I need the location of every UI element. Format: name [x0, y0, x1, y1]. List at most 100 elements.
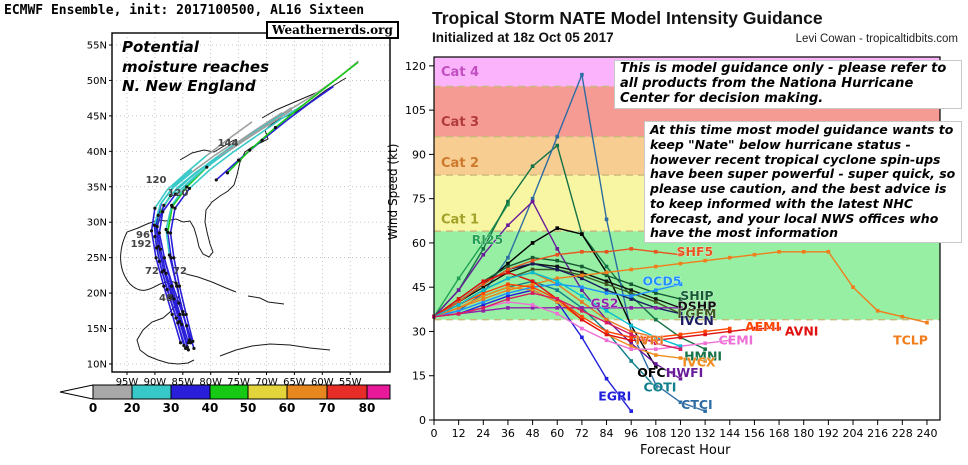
chart-credit: Levi Cowan - tropicaltidbits.com [795, 33, 958, 45]
svg-text:IVCX: IVCX [682, 354, 715, 369]
svg-text:60: 60 [550, 427, 564, 440]
svg-text:228: 228 [892, 427, 913, 440]
watermark-badge: Weathernerds.org [266, 21, 399, 39]
svg-text:60: 60 [279, 401, 296, 415]
svg-text:120: 120 [670, 427, 691, 440]
model-series [432, 72, 929, 413]
svg-text:72: 72 [145, 266, 159, 277]
svg-text:90: 90 [412, 148, 426, 161]
chart-axis-ticks: 0 15 30 45 60 75 90 105 120 0 12 24 36 48 60 72 84 96 108 1… [405, 60, 937, 440]
svg-text:DSHP: DSHP [677, 298, 716, 313]
guidance-notice: This is model guidance only - please ref… [614, 60, 962, 109]
svg-text:50N: 50N [87, 76, 107, 87]
chart-title: Tropical Storm NATE Model Intensity Guid… [432, 8, 823, 28]
svg-text:90W: 90W [144, 377, 167, 388]
svg-text:OCD5: OCD5 [643, 273, 682, 288]
map-colorbar: 0 20 30 40 50 60 70 80 [59, 384, 391, 415]
svg-text:70: 70 [319, 401, 336, 415]
svg-text:108: 108 [645, 427, 666, 440]
svg-text:55N: 55N [87, 41, 107, 52]
svg-text:35N: 35N [87, 182, 107, 193]
svg-text:45: 45 [412, 281, 426, 294]
svg-text:0: 0 [419, 414, 426, 427]
svg-text:HWFI: HWFI [666, 365, 703, 380]
svg-text:IVRI: IVRI [635, 332, 664, 347]
chart-subtitle: Initialized at 18z Oct 05 2017 [432, 30, 614, 45]
svg-text:Cat 3: Cat 3 [441, 115, 479, 130]
svg-text:50: 50 [240, 401, 257, 415]
track-position-dots [149, 125, 278, 352]
svg-text:48: 48 [526, 427, 540, 440]
svg-text:40N: 40N [87, 147, 107, 158]
svg-text:COTI: COTI [643, 380, 676, 395]
svg-text:TCLP: TCLP [893, 332, 928, 347]
svg-text:45N: 45N [87, 111, 107, 122]
svg-text:24: 24 [476, 427, 490, 440]
svg-text:AVNI: AVNI [785, 323, 819, 338]
svg-text:30: 30 [412, 325, 426, 338]
svg-text:204: 204 [843, 427, 864, 440]
svg-text:120: 120 [405, 60, 426, 73]
map-coastline [120, 77, 347, 365]
svg-text:15N: 15N [87, 324, 107, 335]
svg-text:IVCN: IVCN [680, 313, 714, 328]
svg-text:70W: 70W [255, 377, 278, 388]
svg-text:60W: 60W [311, 377, 334, 388]
svg-text:55W: 55W [339, 377, 362, 388]
svg-text:144: 144 [218, 138, 239, 149]
svg-text:30: 30 [163, 401, 180, 415]
svg-text:30N: 30N [87, 218, 107, 229]
svg-text:15: 15 [412, 370, 426, 383]
map-annotation: Potential moisture reaches N. New Englan… [122, 38, 270, 95]
svg-text:60: 60 [412, 237, 426, 250]
category-labels: Cat 4 Cat 3 Cat 2 Cat 1 [441, 65, 479, 228]
svg-text:10N: 10N [87, 359, 107, 370]
svg-text:144: 144 [719, 427, 740, 440]
svg-text:25N: 25N [87, 253, 107, 264]
svg-text:180: 180 [793, 427, 814, 440]
svg-text:120: 120 [146, 175, 167, 186]
svg-text:80W: 80W [199, 377, 222, 388]
svg-text:168: 168 [769, 427, 790, 440]
svg-text:72: 72 [173, 266, 187, 277]
svg-text:Cat 4: Cat 4 [441, 65, 479, 80]
y-axis-label: Wind Speed (kt) [386, 143, 400, 240]
svg-text:240: 240 [916, 427, 937, 440]
svg-text:20: 20 [124, 401, 141, 415]
svg-text:132: 132 [695, 427, 716, 440]
svg-text:36: 36 [501, 427, 515, 440]
svg-text:105: 105 [405, 104, 426, 117]
svg-text:84: 84 [600, 427, 614, 440]
svg-text:72: 72 [575, 427, 589, 440]
x-axis-label: Forecast Hour [640, 443, 731, 458]
svg-text:65W: 65W [283, 377, 306, 388]
forecaster-comment: At this time most model guidance wants t… [644, 121, 962, 243]
svg-text:SHF5: SHF5 [677, 244, 714, 259]
svg-text:216: 216 [867, 427, 888, 440]
svg-text:40: 40 [202, 401, 219, 415]
svg-text:75W: 75W [227, 377, 250, 388]
svg-text:48: 48 [159, 293, 173, 304]
svg-text:SHIP: SHIP [680, 288, 713, 303]
svg-text:0: 0 [89, 401, 97, 415]
svg-text:96: 96 [624, 427, 638, 440]
svg-text:192: 192 [131, 239, 152, 250]
svg-text:OFCI: OFCI [637, 365, 670, 380]
svg-text:95W: 95W [116, 377, 139, 388]
svg-text:0: 0 [431, 427, 438, 440]
svg-text:192: 192 [818, 427, 839, 440]
svg-text:96: 96 [136, 230, 150, 241]
svg-text:156: 156 [744, 427, 765, 440]
map-title: ECMWF Ensemble, init: 2017100500, AL16 S… [4, 3, 365, 18]
svg-text:12: 12 [452, 427, 466, 440]
svg-text:20N: 20N [87, 289, 107, 300]
svg-text:Cat 2: Cat 2 [441, 156, 479, 171]
svg-text:RI25: RI25 [472, 232, 504, 247]
svg-text:GS2: GS2 [590, 295, 618, 310]
svg-text:80: 80 [359, 401, 376, 415]
svg-text:LGEM: LGEM [677, 306, 716, 321]
map-axis-labels: 55N 50N 45N 40N 35N 30N 25N 20N 15N 10N 95W 90W 85W 8… [87, 41, 362, 389]
